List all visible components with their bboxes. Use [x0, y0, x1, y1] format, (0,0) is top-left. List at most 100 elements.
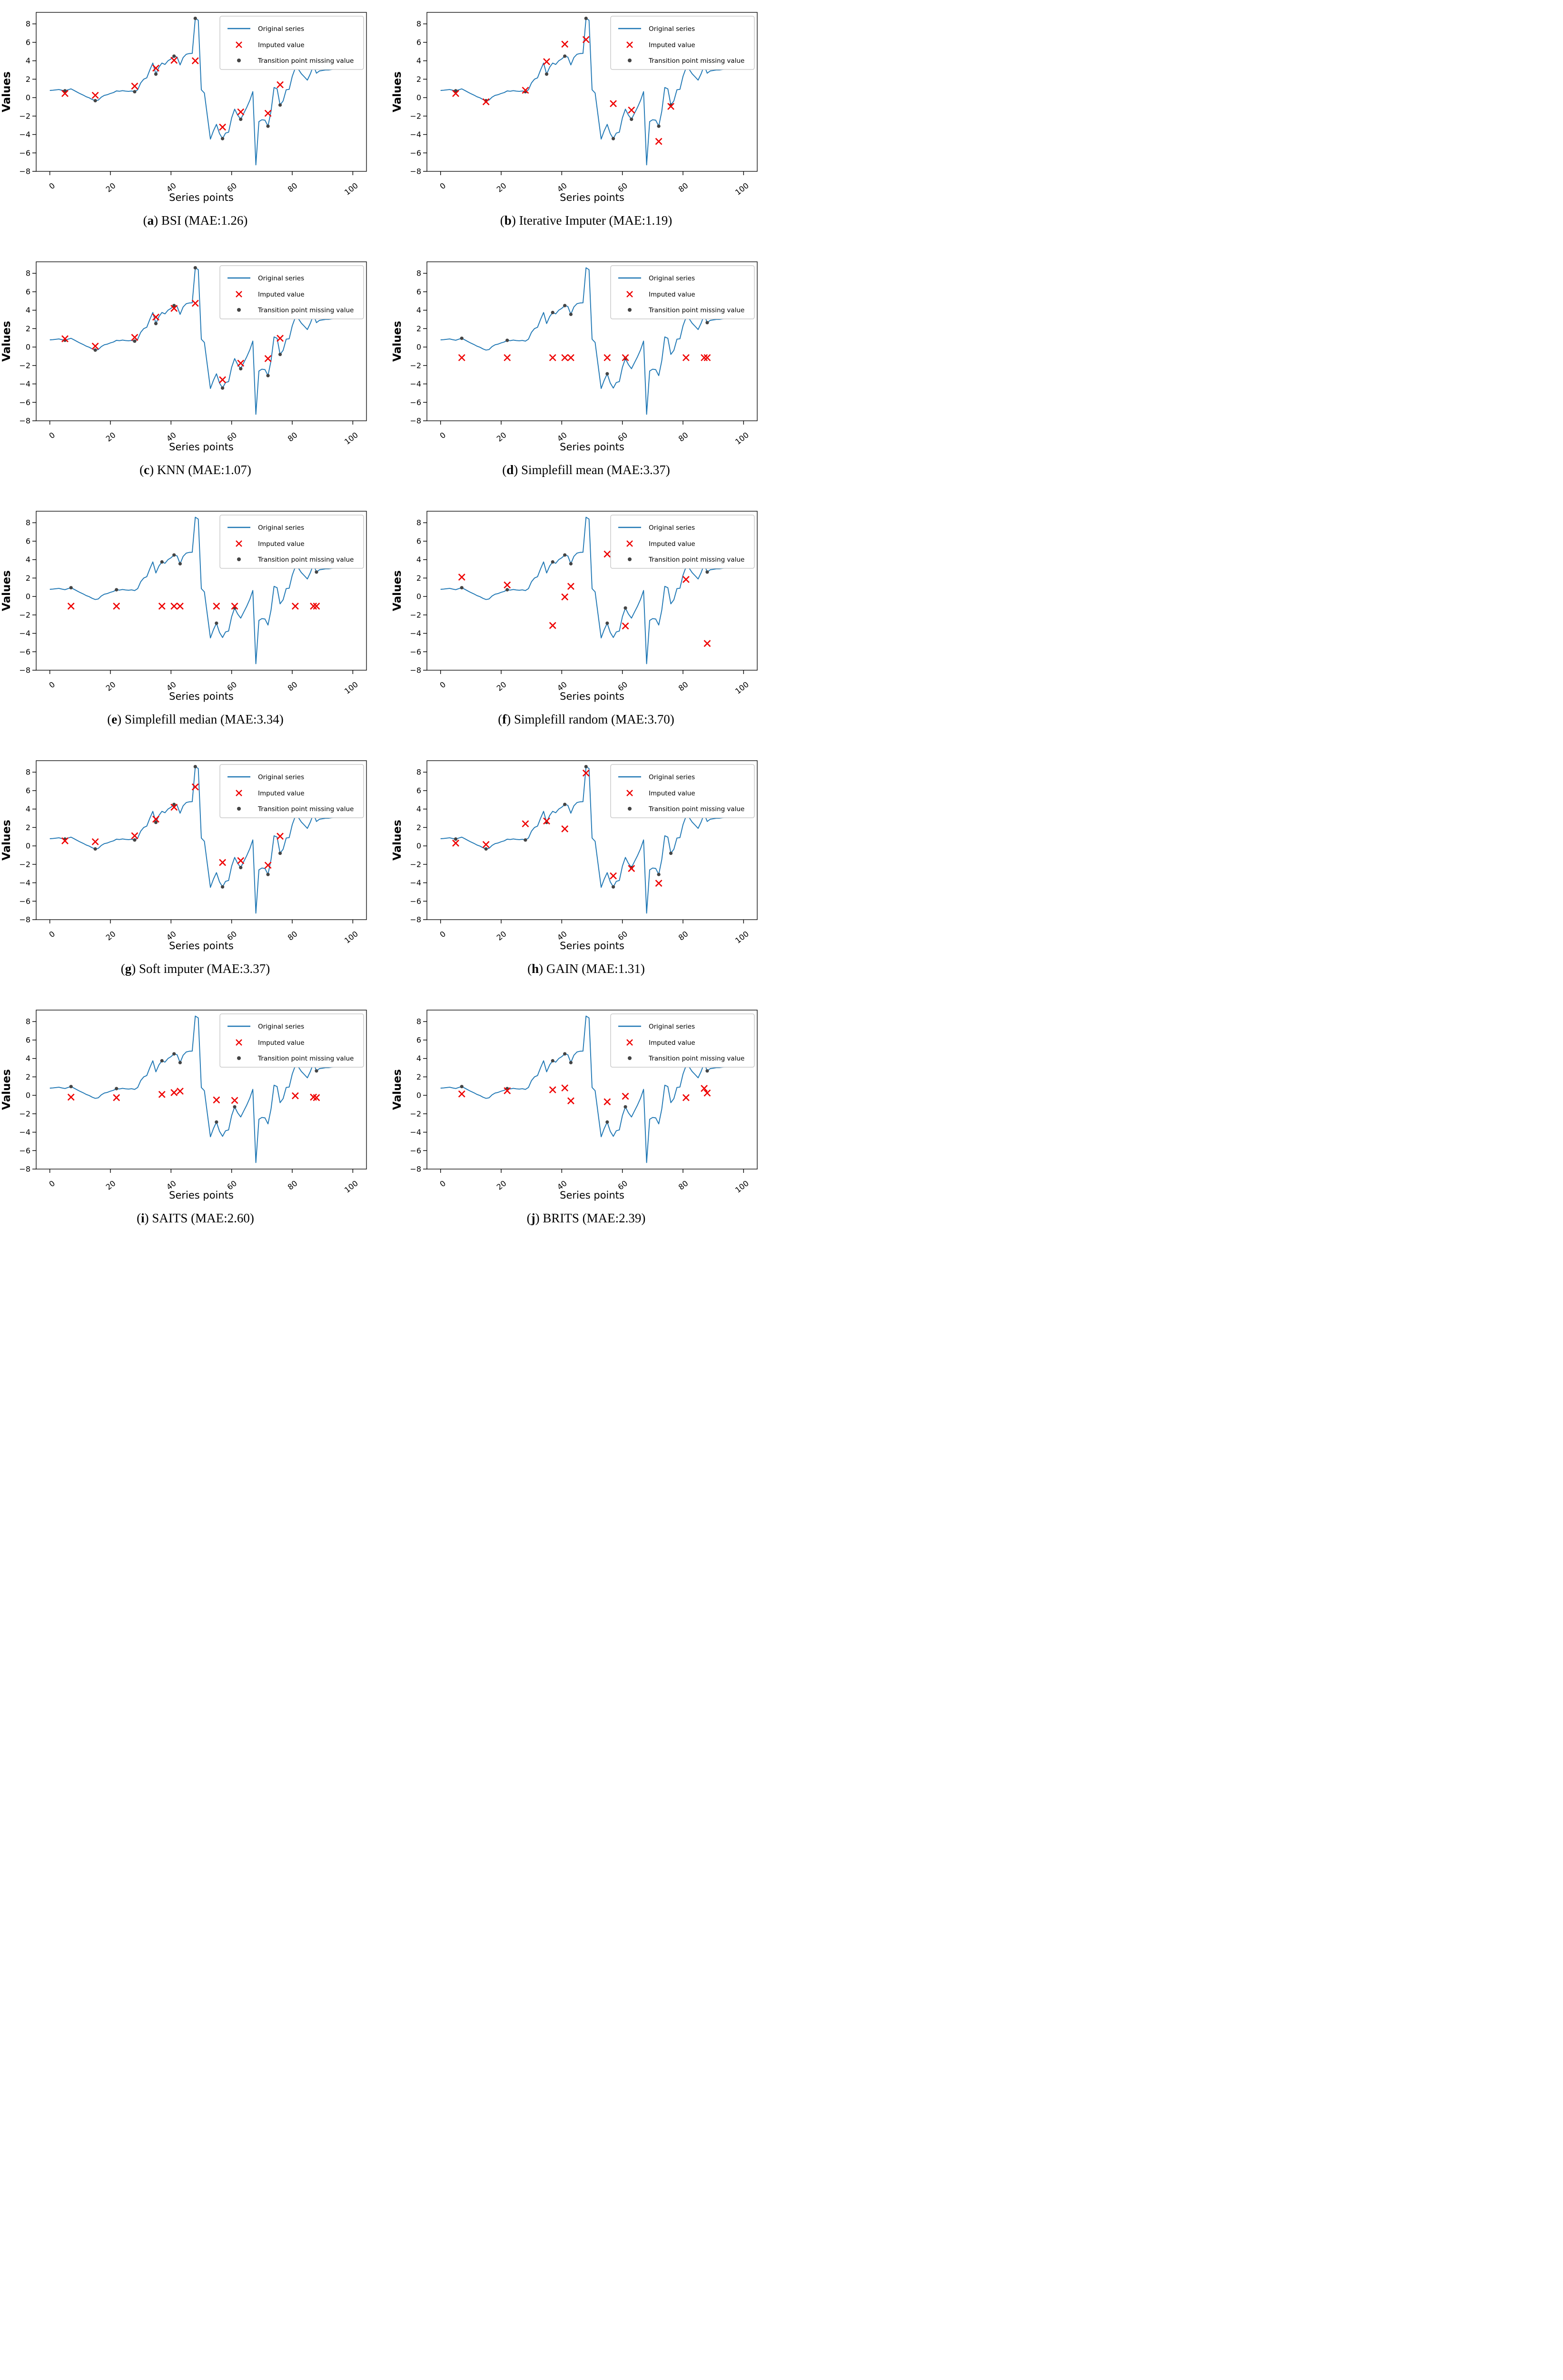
svg-text:0: 0: [26, 343, 30, 352]
svg-text:Original series: Original series: [258, 774, 304, 781]
svg-text:8: 8: [26, 1017, 30, 1026]
caption-letter: g: [125, 962, 132, 976]
svg-text:4: 4: [26, 1054, 30, 1063]
svg-text:0: 0: [26, 1091, 30, 1100]
svg-text:Values: Values: [0, 570, 13, 611]
caption-letter: h: [532, 962, 539, 976]
svg-text:−4: −4: [410, 130, 421, 139]
svg-text:Imputed value: Imputed value: [649, 291, 695, 298]
svg-text:8: 8: [26, 20, 30, 29]
svg-text:20: 20: [104, 680, 118, 693]
caption-letter: a: [147, 213, 154, 228]
svg-text:100: 100: [343, 430, 360, 446]
svg-text:Original series: Original series: [258, 1023, 304, 1031]
svg-text:Series points: Series points: [560, 940, 624, 952]
svg-text:−6: −6: [19, 1146, 30, 1155]
svg-text:100: 100: [343, 181, 360, 197]
svg-text:0: 0: [47, 1179, 57, 1189]
svg-text:20: 20: [104, 929, 118, 942]
svg-text:80: 80: [286, 1179, 299, 1192]
svg-text:0: 0: [26, 592, 30, 601]
svg-text:0: 0: [438, 181, 447, 191]
caption-text: GAIN (MAE:1.31): [546, 962, 645, 976]
svg-text:−6: −6: [410, 647, 421, 656]
svg-text:2: 2: [416, 574, 421, 583]
svg-text:Imputed value: Imputed value: [258, 1039, 305, 1047]
caption-text: Simplefill median (MAE:3.34): [125, 712, 284, 726]
svg-text:−6: −6: [19, 398, 30, 407]
svg-text:Original series: Original series: [258, 524, 304, 532]
svg-text:Values: Values: [0, 321, 13, 362]
svg-text:0: 0: [47, 430, 57, 440]
svg-text:Transition point missing value: Transition point missing value: [257, 307, 354, 314]
svg-text:0: 0: [416, 1091, 421, 1100]
panel-h-gain: 8 6 4 2 0 −2 −4 −6 −8 0 20 40 60 80 100 Values Series po…: [391, 748, 782, 998]
svg-text:Values: Values: [0, 820, 13, 861]
svg-text:−2: −2: [19, 361, 30, 370]
svg-text:2: 2: [26, 574, 30, 583]
svg-text:6: 6: [416, 786, 421, 795]
svg-text:8: 8: [416, 1017, 421, 1026]
svg-text:8: 8: [416, 20, 421, 29]
svg-text:−6: −6: [410, 149, 421, 158]
svg-text:Imputed value: Imputed value: [258, 540, 305, 548]
svg-text:80: 80: [286, 430, 299, 444]
svg-text:Imputed value: Imputed value: [649, 1039, 695, 1047]
caption-a: (a) BSI (MAE:1.26): [143, 213, 248, 228]
panel-c-knn: 8 6 4 2 0 −2 −4 −6 −8 0 20 40 60 80 100 Values Series po…: [0, 249, 391, 499]
svg-text:2: 2: [416, 1072, 421, 1081]
caption-c: (c) KNN (MAE:1.07): [139, 463, 251, 477]
svg-text:Series points: Series points: [169, 192, 234, 203]
svg-text:8: 8: [26, 518, 30, 527]
svg-text:Series points: Series points: [560, 192, 624, 203]
svg-text:Transition point missing value: Transition point missing value: [648, 57, 744, 65]
svg-text:100: 100: [733, 1179, 751, 1195]
svg-text:0: 0: [416, 592, 421, 601]
svg-text:Values: Values: [391, 321, 404, 362]
panel-f-simplefill-random: 8 6 4 2 0 −2 −4 −6 −8 0 20 40 60 80 100 Values Series po…: [391, 499, 782, 748]
svg-text:−2: −2: [410, 860, 421, 869]
svg-text:100: 100: [733, 929, 751, 945]
svg-text:20: 20: [495, 430, 508, 444]
svg-text:0: 0: [416, 842, 421, 851]
svg-text:−4: −4: [19, 629, 30, 638]
svg-text:Transition point missing value: Transition point missing value: [648, 307, 744, 314]
caption-text: Iterative Imputer (MAE:1.19): [519, 213, 673, 228]
svg-text:80: 80: [677, 1179, 690, 1192]
svg-text:Transition point missing value: Transition point missing value: [257, 57, 354, 65]
caption-text: SAITS (MAE:2.60): [152, 1211, 254, 1225]
svg-text:2: 2: [416, 75, 421, 84]
svg-text:Values: Values: [391, 570, 404, 611]
svg-text:−8: −8: [410, 416, 421, 426]
svg-text:Series points: Series points: [560, 691, 624, 702]
svg-text:0: 0: [438, 1179, 447, 1189]
svg-text:0: 0: [438, 929, 447, 939]
caption-h: (h) GAIN (MAE:1.31): [527, 962, 645, 976]
svg-text:Values: Values: [0, 71, 13, 112]
panel-e-simplefill-median: 8 6 4 2 0 −2 −4 −6 −8 0 20 40 60 80 100 Values Series po…: [0, 499, 391, 748]
svg-text:Values: Values: [391, 1069, 404, 1110]
svg-text:Series points: Series points: [560, 1190, 624, 1201]
svg-text:Original series: Original series: [258, 275, 304, 282]
svg-text:Series points: Series points: [169, 1190, 234, 1201]
svg-text:6: 6: [26, 536, 30, 545]
caption-j: (j) BRITS (MAE:2.39): [526, 1211, 646, 1225]
svg-text:−8: −8: [410, 666, 421, 675]
svg-text:0: 0: [438, 430, 447, 440]
svg-text:6: 6: [416, 38, 421, 47]
svg-text:20: 20: [495, 181, 508, 194]
svg-text:20: 20: [495, 680, 508, 693]
svg-text:0: 0: [438, 680, 447, 690]
svg-text:6: 6: [26, 786, 30, 795]
svg-text:20: 20: [104, 181, 118, 194]
svg-text:Imputed value: Imputed value: [649, 540, 695, 548]
imputation-figure: 8 6 4 2 0 −2 −4 −6 −8 0 20 40 60 80 100 Values Series po…: [0, 0, 782, 1247]
svg-text:8: 8: [416, 269, 421, 278]
svg-text:−6: −6: [19, 149, 30, 158]
svg-text:Original series: Original series: [649, 275, 695, 282]
caption-f: (f) Simplefill random (MAE:3.70): [498, 712, 674, 726]
